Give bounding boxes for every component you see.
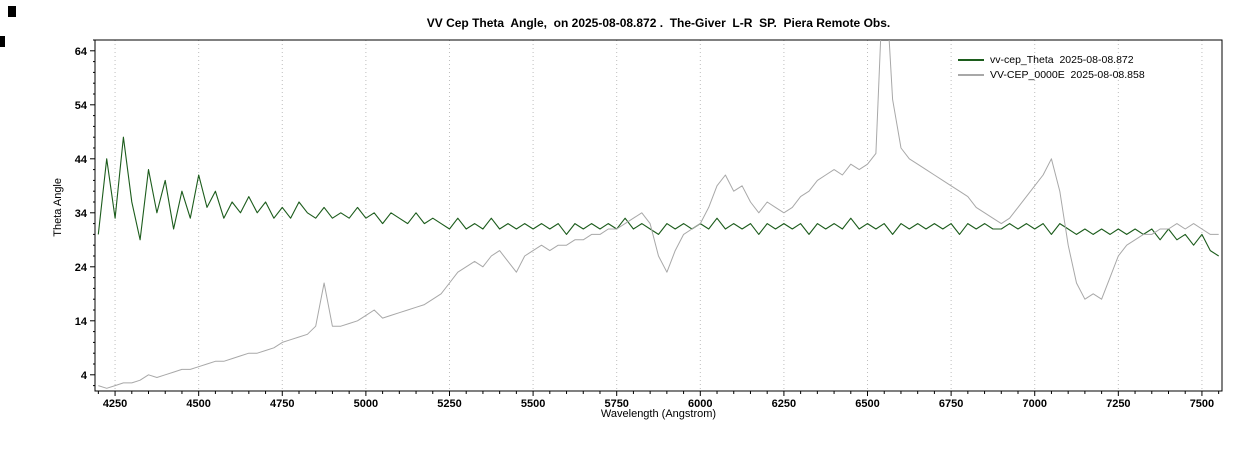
x-tick-label: 7250 (1106, 398, 1130, 410)
legend-swatch-theta (958, 58, 984, 61)
x-tick-label: 5750 (604, 398, 628, 410)
x-tick-label: 6250 (772, 398, 796, 410)
y-tick-label: 54 (75, 100, 88, 112)
x-tick-label: 5000 (354, 398, 378, 410)
legend-label-spectrum: VV-CEP_0000E 2025-08-08.858 (990, 68, 1145, 81)
y-tick-label: 24 (75, 262, 88, 274)
x-tick-label: 6750 (939, 398, 963, 410)
x-tick-label: 5500 (521, 398, 545, 410)
y-tick-label: 64 (75, 46, 88, 58)
screen-artifact-1 (8, 6, 16, 17)
x-tick-label: 4250 (103, 398, 127, 410)
screen-artifact-2 (0, 36, 5, 47)
legend-entry-theta: vv-cep_Theta 2025-08-08.872 (958, 52, 1145, 67)
y-tick-label: 34 (75, 208, 88, 220)
x-tick-label: 7500 (1190, 398, 1214, 410)
series-line-0 (97, 136, 1219, 257)
chart-title: VV Cep Theta Angle, on 2025-08-08.872 . … (426, 16, 891, 30)
legend-label-theta: vv-cep_Theta 2025-08-08.872 (990, 53, 1134, 66)
x-axis-title: Wavelength (Angstrom) (600, 408, 717, 420)
x-tick-label: 6500 (855, 398, 879, 410)
y-tick-label: 4 (81, 370, 88, 382)
series-line-1 (98, 40, 1219, 389)
y-tick-label: 14 (75, 316, 88, 328)
x-tick-label: 5250 (437, 398, 461, 410)
x-tick-label: 4750 (270, 398, 294, 410)
x-tick-label: 4500 (186, 398, 210, 410)
legend: vv-cep_Theta 2025-08-08.872 VV-CEP_0000E… (958, 52, 1145, 82)
x-tick-label: 6000 (688, 398, 712, 410)
legend-swatch-spectrum (958, 73, 984, 76)
y-tick-label: 44 (75, 154, 88, 166)
x-tick-label: 7000 (1022, 398, 1046, 410)
legend-entry-spectrum: VV-CEP_0000E 2025-08-08.858 (958, 67, 1145, 82)
y-axis-title: Theta Angle (52, 178, 64, 237)
plot-frame (94, 39, 1223, 392)
